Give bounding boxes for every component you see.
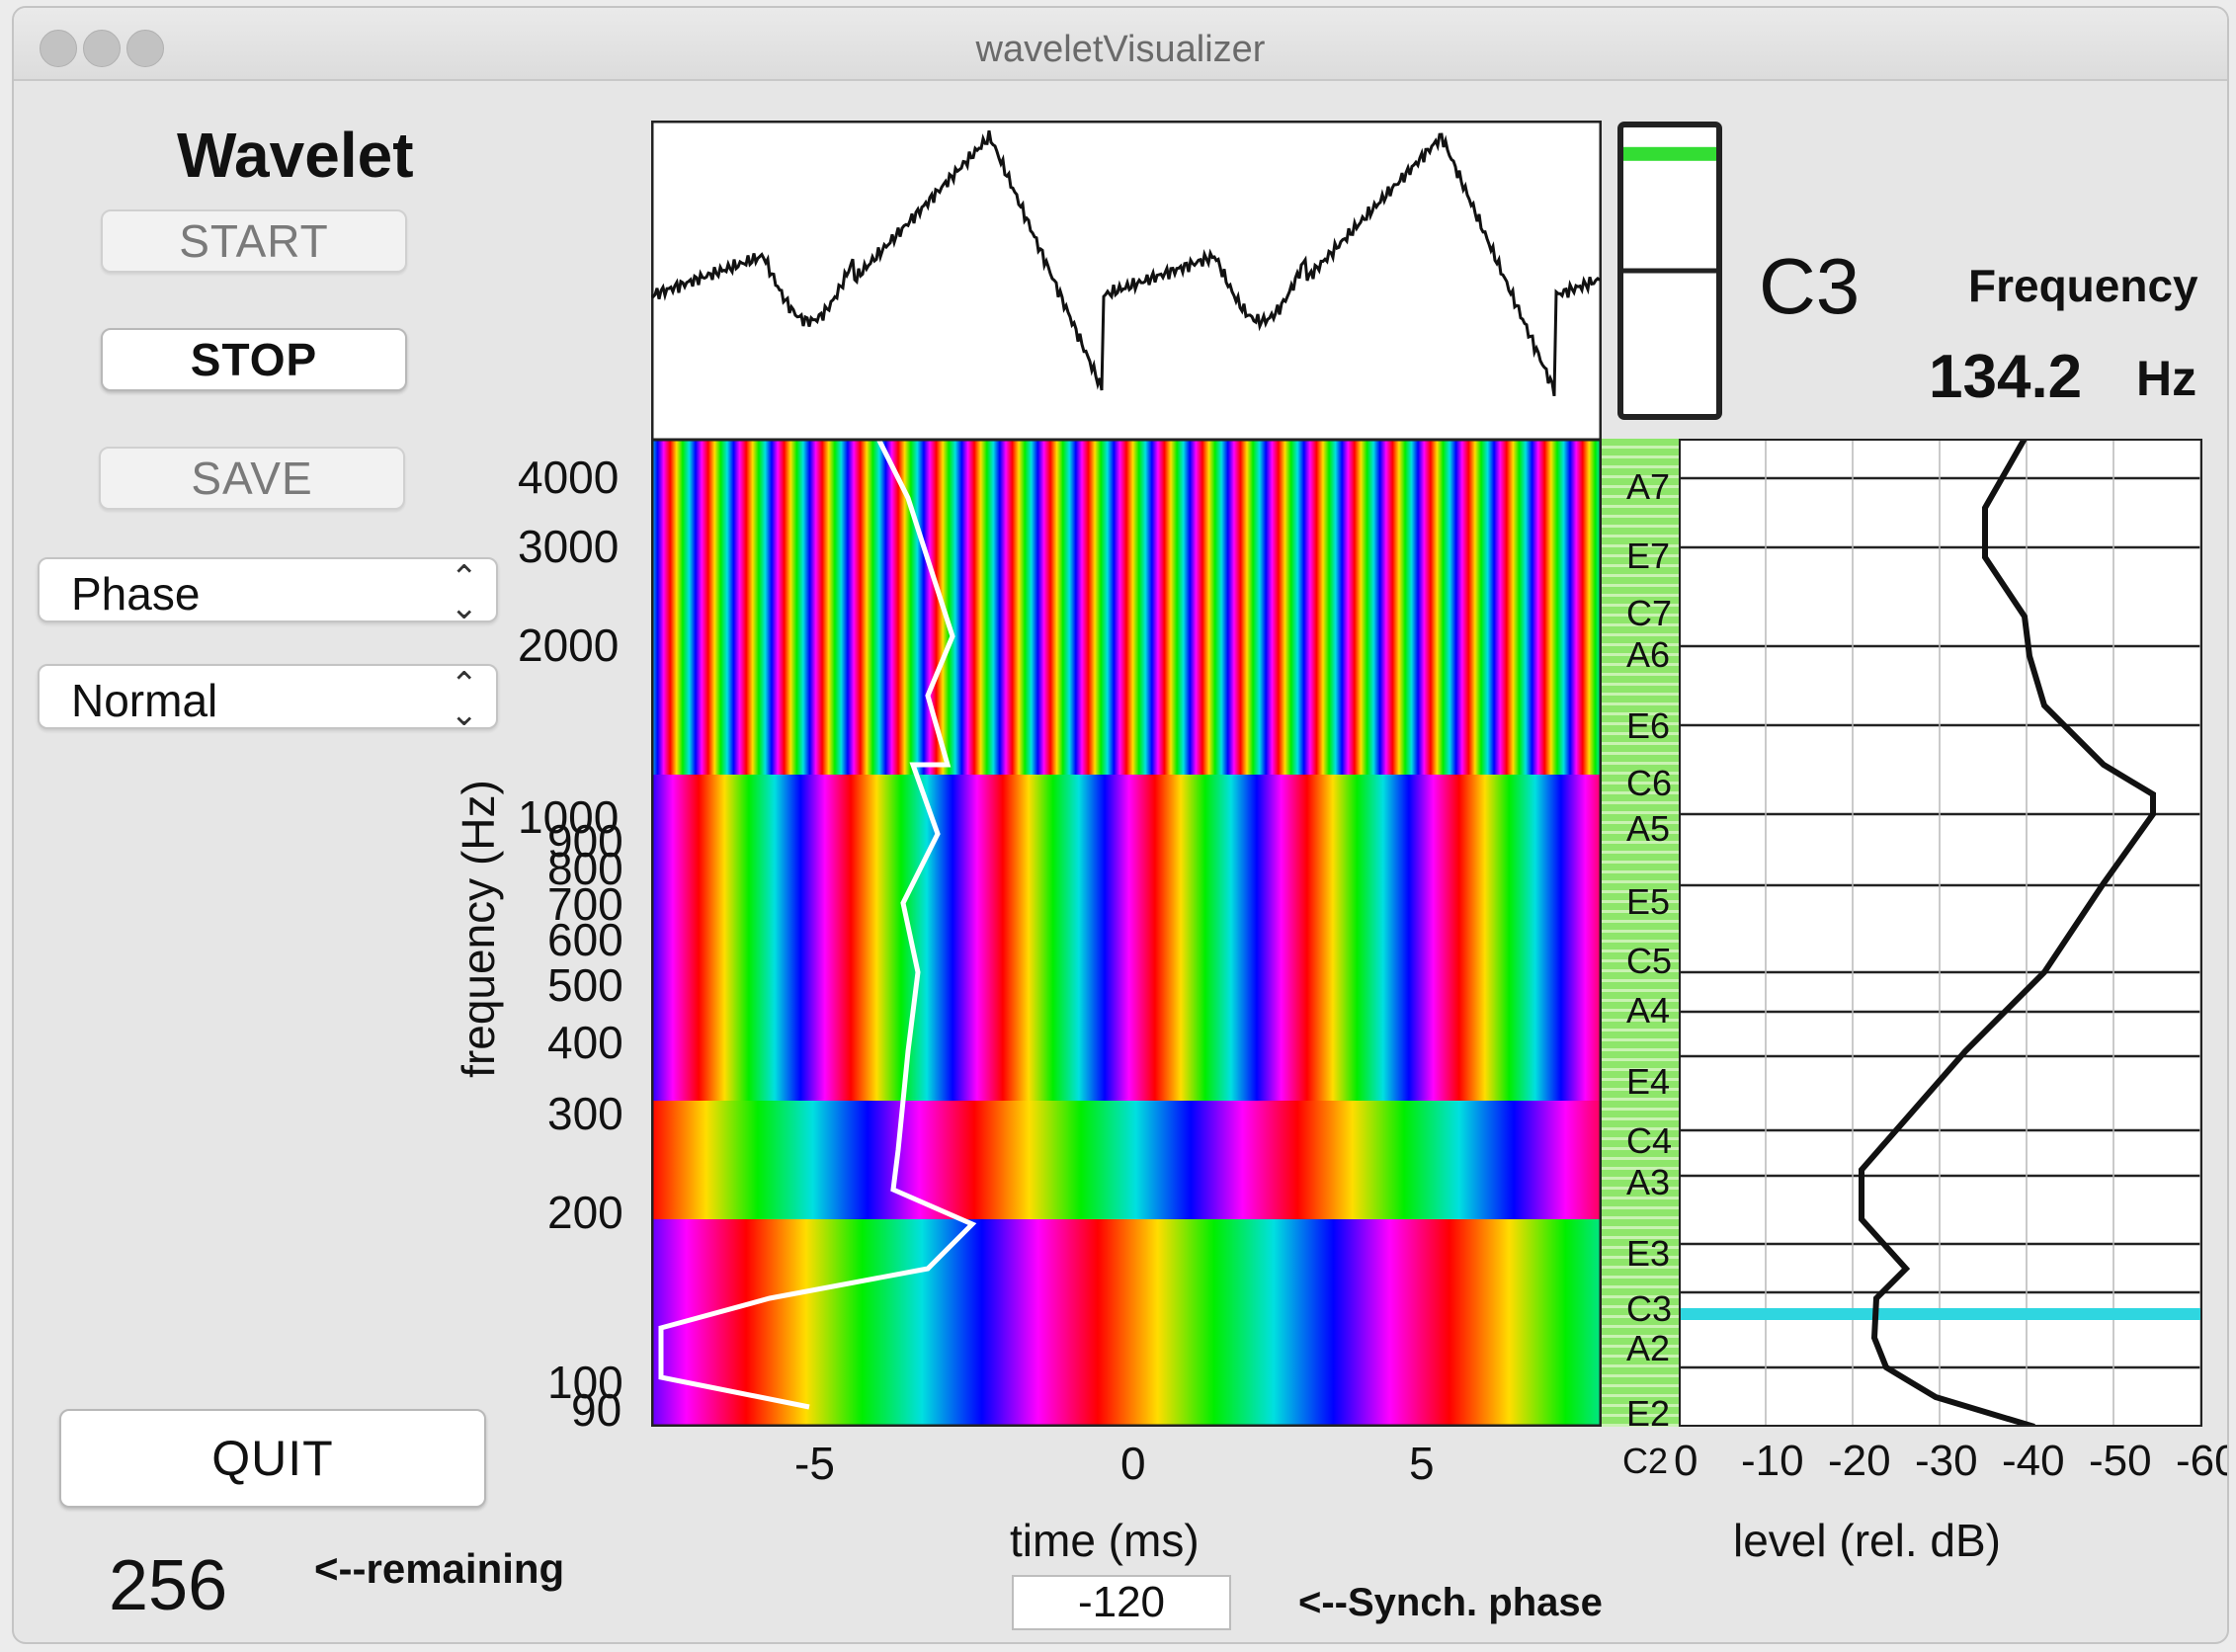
level-spectrum-plot bbox=[1679, 439, 2202, 1427]
y-tick-label: 4000 bbox=[518, 452, 620, 503]
display-mode-select[interactable]: Phase ⌃ ⌄ bbox=[38, 557, 498, 626]
y-tick-label: 400 bbox=[547, 1017, 623, 1068]
y-tick-label: 1000 bbox=[518, 791, 620, 843]
high-frequency-band bbox=[651, 439, 1602, 775]
app-window: waveletVisualizer Wavelet START STOP SAV… bbox=[12, 6, 2229, 1644]
title-bar[interactable]: waveletVisualizer bbox=[14, 8, 2227, 81]
meter-indicator bbox=[1623, 146, 1716, 161]
note-label: E2 bbox=[1626, 1393, 1671, 1434]
level-tick-label: -60 bbox=[2176, 1437, 2227, 1485]
level-tick-label: 0 bbox=[1674, 1437, 1698, 1485]
note-label: E3 bbox=[1626, 1233, 1671, 1274]
phase-scalogram[interactable] bbox=[651, 439, 1602, 1427]
note-label: E6 bbox=[1626, 705, 1671, 746]
note-label: E5 bbox=[1626, 881, 1671, 922]
synch-phase-input[interactable]: -120 bbox=[1012, 1575, 1231, 1630]
panel-heading: Wavelet bbox=[177, 120, 414, 191]
note-label: E4 bbox=[1626, 1061, 1671, 1102]
note-label: A2 bbox=[1626, 1328, 1671, 1368]
zoom-window-icon[interactable] bbox=[126, 30, 164, 67]
y-tick-label: 90 bbox=[571, 1384, 622, 1436]
y-tick-label: 2000 bbox=[518, 620, 620, 671]
note-label: C2 bbox=[1622, 1441, 1669, 1481]
updown-chevron-icon: ⌃ ⌄ bbox=[450, 559, 479, 626]
y-tick-label: 800 bbox=[547, 843, 623, 894]
level-tick-label: -10 bbox=[1741, 1437, 1804, 1485]
remaining-label: <--remaining bbox=[314, 1545, 565, 1592]
level-tick-label: -20 bbox=[1828, 1437, 1891, 1485]
scaling-select[interactable]: Normal ⌃ ⌄ bbox=[38, 664, 498, 733]
minimize-window-icon[interactable] bbox=[83, 30, 121, 67]
note-label: E7 bbox=[1626, 536, 1671, 576]
y-tick-label: 900 bbox=[547, 815, 623, 867]
y-tick-label: 700 bbox=[547, 878, 623, 930]
y-tick-label: 300 bbox=[547, 1088, 623, 1139]
stop-button[interactable]: STOP bbox=[101, 328, 407, 391]
mid-frequency-band bbox=[651, 775, 1602, 1101]
waveform-trace bbox=[651, 129, 1601, 397]
note-label: A5 bbox=[1626, 808, 1671, 849]
display-mode-value: Phase bbox=[71, 568, 201, 620]
current-note-highlight bbox=[1679, 1308, 2202, 1320]
y-tick-label: 3000 bbox=[518, 521, 620, 572]
spectrum-overlay-curve bbox=[658, 439, 977, 1410]
window-title: waveletVisualizer bbox=[975, 29, 1266, 70]
note-label: C6 bbox=[1626, 763, 1673, 803]
note-strip bbox=[1602, 439, 1679, 1427]
low-mid-frequency-band bbox=[651, 1101, 1602, 1219]
level-tick-label: -50 bbox=[2089, 1437, 2152, 1485]
x-axis-label: time (ms) bbox=[1010, 1515, 1200, 1566]
frequency-unit: Hz bbox=[2136, 351, 2197, 406]
frequency-label: Frequency bbox=[1968, 260, 2198, 311]
scaling-value: Normal bbox=[71, 675, 218, 726]
close-window-icon[interactable] bbox=[40, 30, 77, 67]
y-tick-label: 500 bbox=[547, 959, 623, 1011]
note-label: C5 bbox=[1626, 941, 1673, 981]
level-tick-label: -40 bbox=[2002, 1437, 2065, 1485]
note-label: A3 bbox=[1626, 1162, 1671, 1202]
quit-button[interactable]: QUIT bbox=[59, 1409, 486, 1508]
fundamental-band bbox=[651, 1219, 1602, 1427]
updown-chevron-icon: ⌃ ⌄ bbox=[450, 666, 479, 733]
note-label: C3 bbox=[1626, 1288, 1673, 1329]
note-label: C7 bbox=[1626, 593, 1673, 633]
y-tick-label: 100 bbox=[547, 1357, 623, 1408]
y-tick-label: 200 bbox=[547, 1187, 623, 1238]
level-tick-label: -30 bbox=[1915, 1437, 1978, 1485]
level-axis-label: level (rel. dB) bbox=[1733, 1515, 2001, 1566]
frequency-value: 134.2 bbox=[1929, 343, 2083, 411]
synch-phase-label: <--Synch. phase bbox=[1298, 1581, 1603, 1624]
level-curve bbox=[1859, 439, 2156, 1427]
waveform-plot bbox=[651, 121, 1602, 441]
x-tick-label: 5 bbox=[1409, 1438, 1435, 1489]
y-axis-label: frequency (Hz) bbox=[453, 780, 504, 1078]
note-label: C4 bbox=[1626, 1120, 1673, 1161]
x-tick-label: 0 bbox=[1120, 1438, 1146, 1489]
x-tick-label: -5 bbox=[794, 1438, 835, 1489]
note-label: A4 bbox=[1626, 990, 1671, 1031]
note-label: A7 bbox=[1626, 466, 1671, 507]
note-label: A6 bbox=[1626, 634, 1671, 675]
current-note: C3 bbox=[1759, 242, 1861, 330]
remaining-count: 256 bbox=[109, 1546, 228, 1625]
y-tick-label: 600 bbox=[547, 914, 623, 965]
save-button[interactable]: SAVE bbox=[99, 447, 405, 510]
note-level-meter bbox=[1617, 122, 1722, 420]
start-button[interactable]: START bbox=[101, 209, 407, 273]
waveform-frame bbox=[651, 121, 1602, 441]
level-grid bbox=[1679, 439, 2202, 1427]
